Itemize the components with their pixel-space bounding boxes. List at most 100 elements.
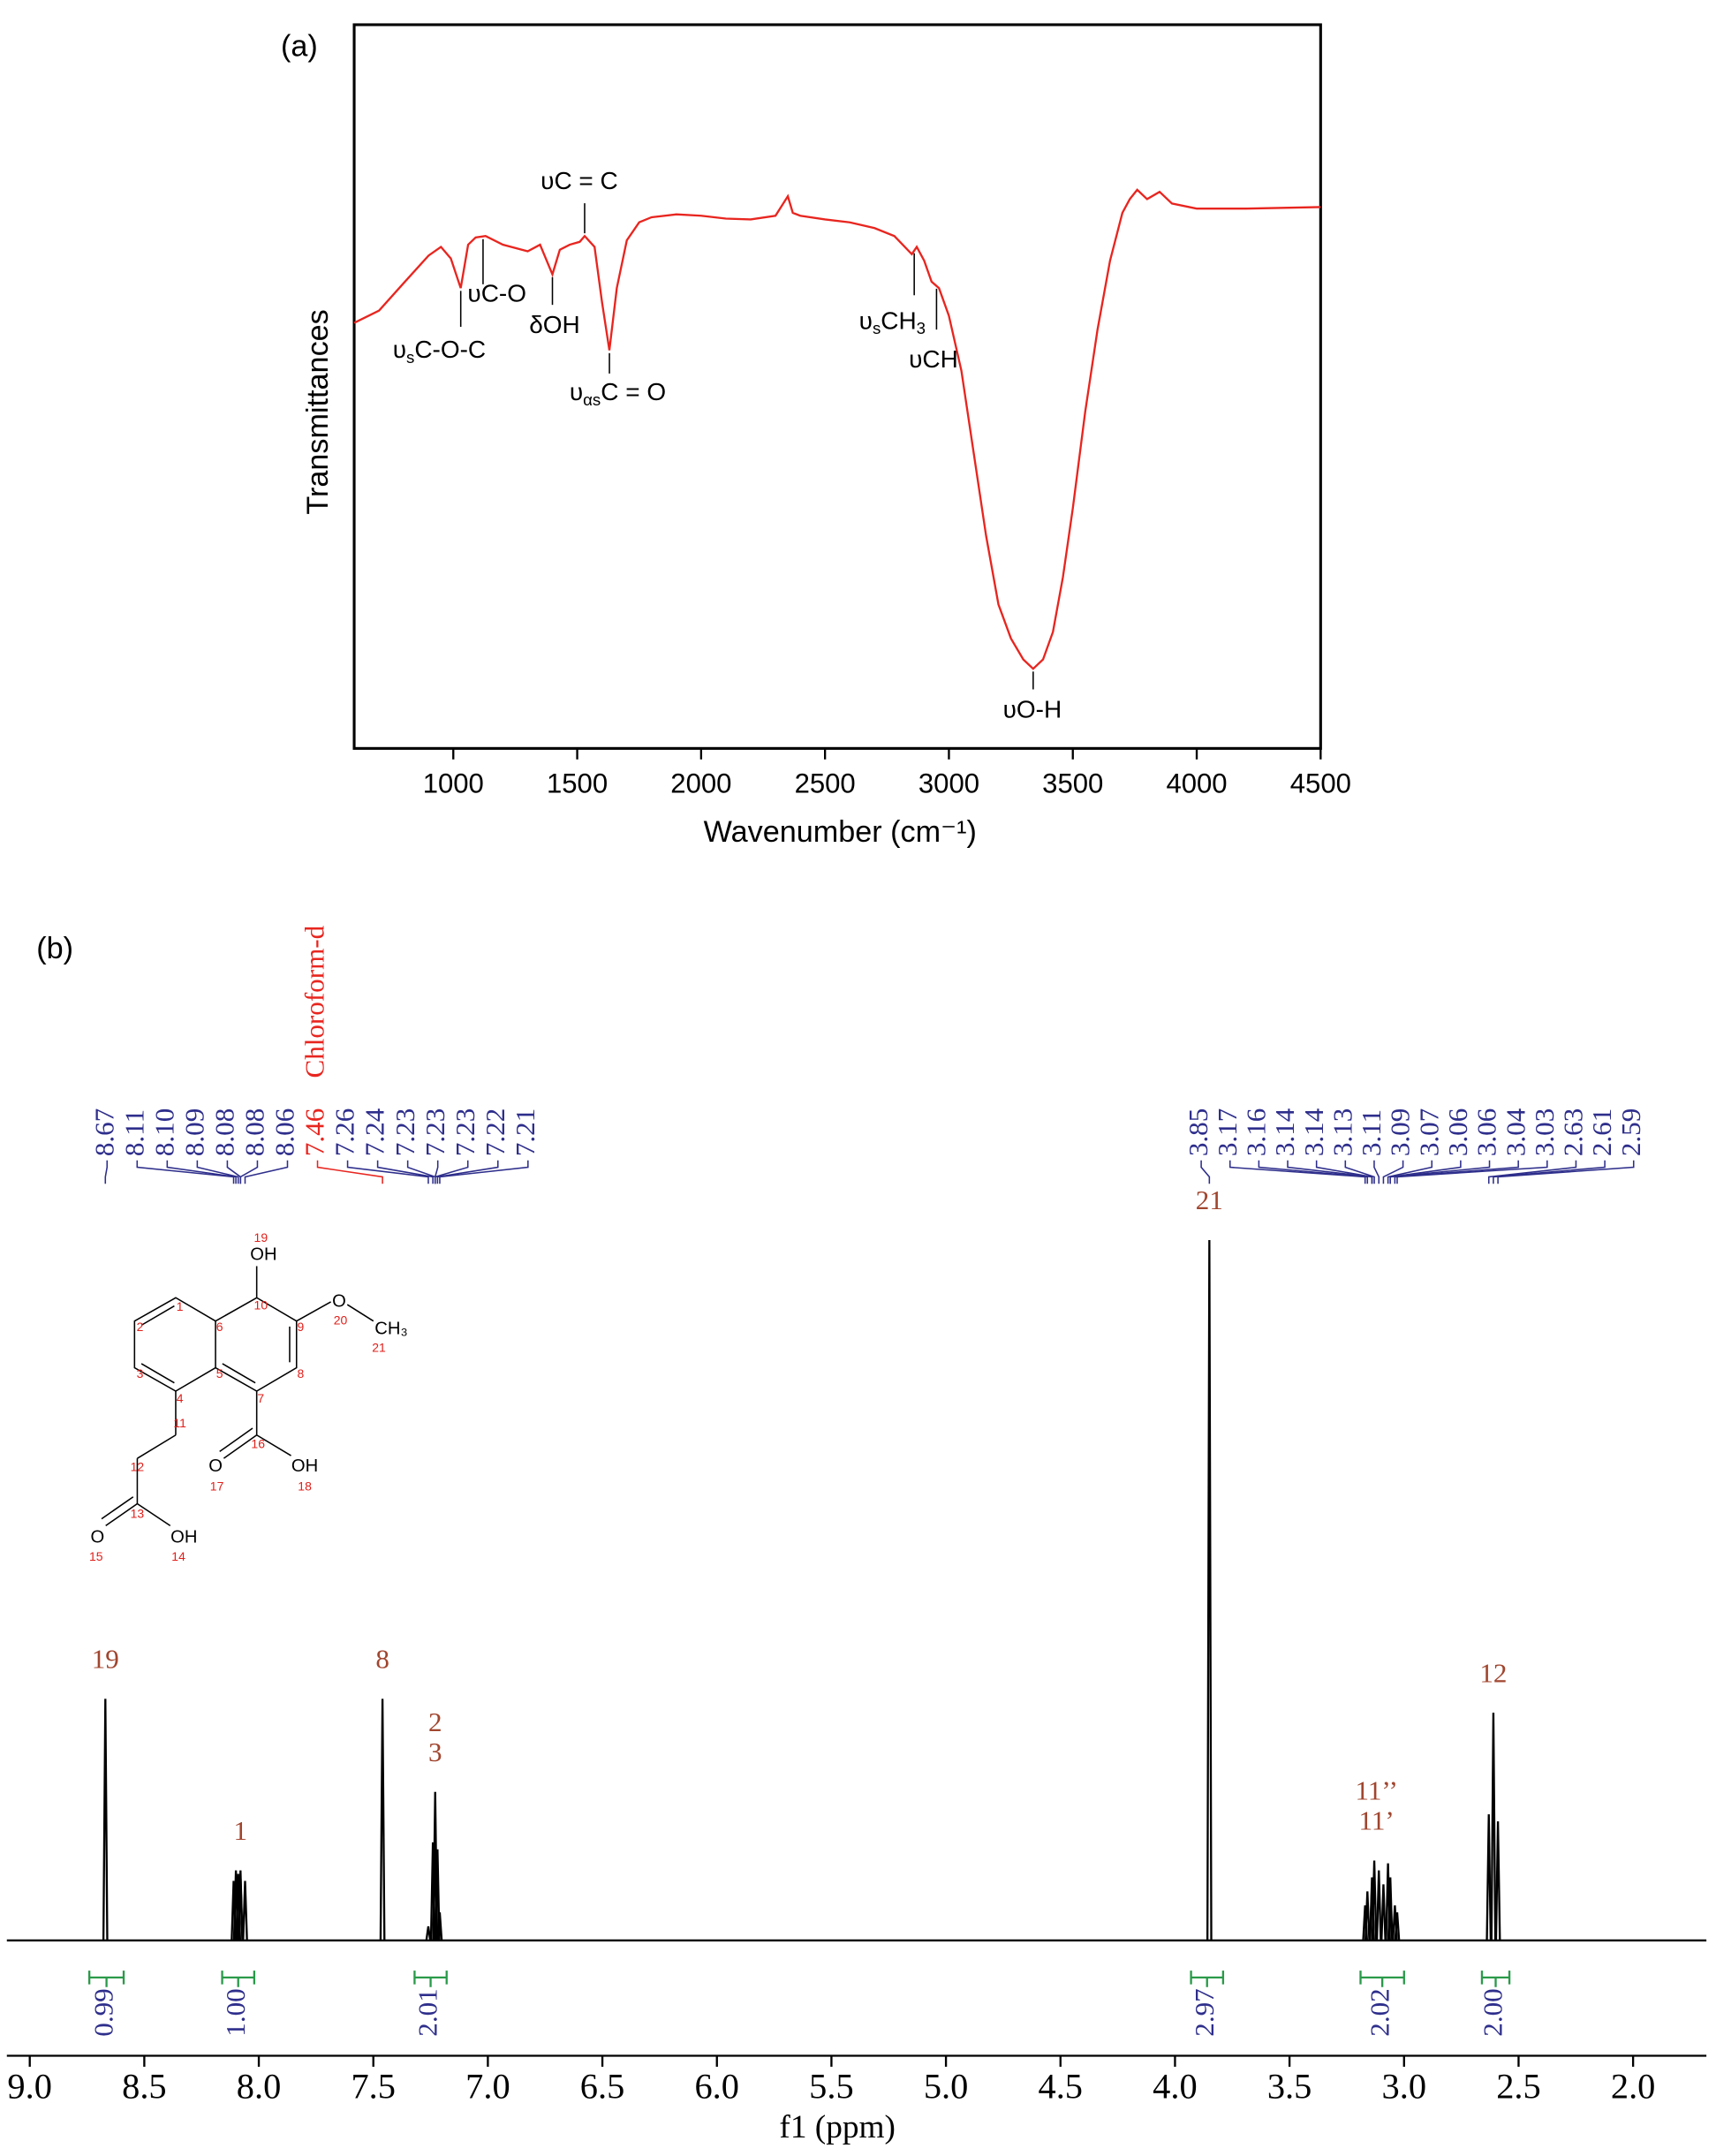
- annotation-part: υC-O: [467, 280, 526, 307]
- atom-number: 12: [131, 1460, 145, 1474]
- atom-number: 5: [216, 1366, 223, 1381]
- peak: [435, 1849, 441, 1940]
- annotation-part: υC = C: [541, 167, 618, 194]
- peak-label-connector: [239, 1160, 259, 1184]
- annotation-part: CH: [881, 307, 916, 335]
- peak-label: 7.26: [329, 1108, 360, 1156]
- peak-label: 3.16: [1241, 1108, 1272, 1156]
- annotation-part: C = O: [601, 379, 666, 406]
- atom-number: 11: [173, 1416, 186, 1430]
- peak-label-connector: [1487, 1160, 1577, 1184]
- assignment-label: 11’: [1359, 1805, 1395, 1836]
- peak-label: 7.23: [420, 1108, 450, 1156]
- peak: [1394, 1912, 1401, 1940]
- assignment-label: 11’’: [1355, 1774, 1397, 1805]
- atom-label: O: [208, 1456, 223, 1476]
- annotation-part: υ: [393, 336, 406, 363]
- atom-number: 17: [210, 1479, 224, 1494]
- atom-number: 1: [177, 1299, 184, 1313]
- integral-label: 2.97: [1189, 1988, 1220, 2036]
- peak-label: 2.63: [1558, 1108, 1589, 1156]
- peak-label: 8.09: [179, 1108, 210, 1156]
- peak-label: 7.23: [450, 1108, 480, 1156]
- integral-label: 0.99: [88, 1988, 119, 2036]
- x-axis-label: f1 (ppm): [779, 2109, 896, 2145]
- atom-number: 16: [251, 1436, 265, 1450]
- peak-label-connector: [196, 1160, 239, 1184]
- annotation: υsC-O-C: [393, 336, 486, 366]
- peak-label-connector: [346, 1160, 429, 1184]
- integral-label: 2.02: [1364, 1988, 1395, 2036]
- atom-number: 19: [254, 1230, 268, 1244]
- peak-label: 3.06: [1442, 1108, 1473, 1156]
- peak-label: 8.06: [269, 1108, 300, 1156]
- atom-label: OH: [291, 1456, 318, 1476]
- peak-label-connector: [436, 1160, 499, 1184]
- annotation-part: C-O-C: [414, 336, 486, 363]
- peak-label-connector: [136, 1160, 235, 1184]
- y-axis-label: Transmittances: [301, 309, 335, 514]
- atom-label: O: [332, 1291, 346, 1311]
- x-tick-label: 4.0: [1153, 2067, 1198, 2107]
- x-tick-label: 2500: [795, 768, 856, 799]
- annotation: υsCH3: [859, 307, 926, 337]
- ir-curve: [353, 188, 1321, 670]
- x-tick-label: 3500: [1042, 768, 1103, 799]
- x-tick-label: 6.5: [580, 2067, 625, 2107]
- annotation: υC = C: [541, 167, 618, 194]
- peak: [102, 1698, 109, 1940]
- annotation: υC-O: [467, 280, 526, 307]
- x-tick-label: 8.0: [237, 2067, 282, 2107]
- x-tick-label: 9.0: [7, 2067, 52, 2107]
- peak-label: 3.13: [1327, 1108, 1357, 1156]
- peak-label: 3.14: [1298, 1108, 1329, 1156]
- annotation-part: δOH: [529, 311, 580, 338]
- x-tick-label: 7.0: [465, 2067, 510, 2107]
- peak: [1380, 1884, 1387, 1940]
- atom-number: 7: [257, 1391, 264, 1405]
- integral-label: 2.00: [1478, 1988, 1508, 2036]
- peak: [1364, 1891, 1371, 1940]
- peak-label-connector: [1387, 1160, 1433, 1184]
- peak-label-connector: [1396, 1160, 1548, 1184]
- peak-label: 7.23: [389, 1108, 420, 1156]
- peak-label-connector: [316, 1160, 383, 1184]
- panel-label: (b): [36, 932, 73, 965]
- peak: [1485, 1814, 1493, 1940]
- peak-label-connector: [1373, 1160, 1380, 1184]
- atom-number: 15: [89, 1549, 103, 1563]
- structure-bonds: [101, 1266, 374, 1527]
- x-tick-label: 7.5: [351, 2067, 396, 2107]
- peak-label: 3.14: [1269, 1108, 1300, 1156]
- peak: [1494, 1821, 1501, 1940]
- peak-label-connector: [434, 1160, 469, 1184]
- annotation-part: s: [406, 348, 414, 367]
- integral-label: 1.00: [220, 1988, 251, 2036]
- assignment-label: 19: [92, 1643, 119, 1674]
- peak: [425, 1925, 432, 1941]
- assignment-label: 3: [428, 1736, 442, 1767]
- peak-label: 3.09: [1385, 1108, 1416, 1156]
- peak: [1206, 1239, 1213, 1940]
- atom-label: CH₃: [374, 1319, 407, 1338]
- peak-label: 2.59: [1615, 1108, 1646, 1156]
- atom-number: 14: [171, 1549, 185, 1563]
- peak-label-connector: [1394, 1160, 1519, 1184]
- atom-number: 21: [372, 1340, 386, 1354]
- peak-label: 8.67: [88, 1108, 119, 1156]
- peak: [1490, 1713, 1497, 1940]
- assignment-label: 12: [1479, 1657, 1507, 1688]
- peak-label-connector: [1258, 1160, 1369, 1184]
- peak: [1387, 1898, 1394, 1940]
- x-tick-label: 2000: [670, 768, 731, 799]
- annotation: δOH: [529, 311, 580, 338]
- peak-label-connector: [1389, 1160, 1491, 1184]
- peak-label-connector: [1497, 1160, 1635, 1184]
- assignment-label: 8: [375, 1643, 389, 1674]
- peak: [1371, 1860, 1378, 1940]
- assignment-label: 2: [428, 1706, 442, 1737]
- x-tick-label: 6.0: [694, 2067, 739, 2107]
- assignment-label: 21: [1196, 1184, 1223, 1215]
- annotation-part: υ: [570, 379, 583, 406]
